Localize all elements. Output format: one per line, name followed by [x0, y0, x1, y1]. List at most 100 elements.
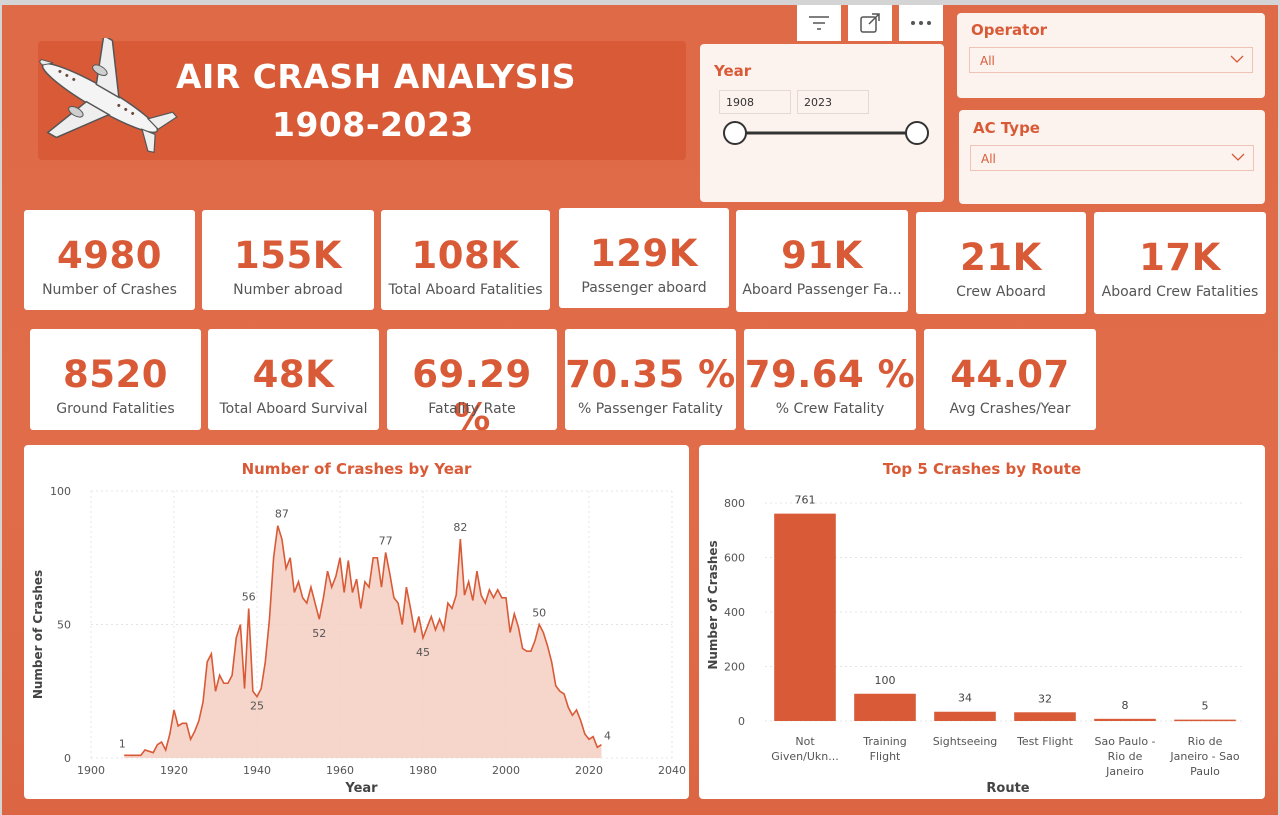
operator-dropdown[interactable]: All [969, 47, 1253, 73]
data-point[interactable] [557, 689, 562, 694]
data-point[interactable] [396, 601, 401, 606]
data-point[interactable] [205, 659, 210, 664]
bar[interactable] [774, 513, 836, 721]
data-point[interactable] [508, 630, 513, 635]
bar[interactable] [1174, 719, 1236, 722]
data-point[interactable] [582, 731, 587, 736]
data-point[interactable] [176, 723, 181, 728]
data-point[interactable] [541, 630, 546, 635]
data-point[interactable] [317, 617, 322, 622]
data-point[interactable] [474, 569, 479, 574]
data-point[interactable] [350, 590, 355, 595]
data-point[interactable] [279, 537, 284, 542]
data-point[interactable] [263, 659, 268, 664]
crashes-by-year-chart[interactable]: Number of Crashes by Year 1900 1920 1940 19… [24, 445, 689, 799]
data-point[interactable] [217, 673, 222, 678]
data-point[interactable] [433, 627, 438, 632]
data-point[interactable] [242, 686, 247, 691]
data-point[interactable] [516, 625, 521, 630]
data-point[interactable] [578, 718, 583, 723]
data-point[interactable] [454, 593, 459, 598]
data-point[interactable] [275, 523, 280, 528]
data-point[interactable] [230, 673, 235, 678]
data-point[interactable] [358, 606, 363, 611]
data-point[interactable] [570, 713, 575, 718]
year-range-slider[interactable] [718, 118, 934, 148]
data-point[interactable] [167, 731, 172, 736]
data-point[interactable] [483, 601, 488, 606]
data-point[interactable] [379, 585, 384, 590]
data-point[interactable] [445, 601, 450, 606]
data-point[interactable] [308, 585, 313, 590]
data-point[interactable] [375, 555, 380, 560]
data-point[interactable] [284, 566, 289, 571]
data-point[interactable] [412, 630, 417, 635]
data-point[interactable] [325, 569, 330, 574]
data-point[interactable] [574, 707, 579, 712]
data-point[interactable] [408, 606, 413, 611]
data-point[interactable] [441, 627, 446, 632]
data-point[interactable] [163, 747, 168, 752]
data-point[interactable] [346, 558, 351, 563]
data-point[interactable] [479, 593, 484, 598]
data-point[interactable] [470, 598, 475, 603]
ac-type-dropdown[interactable]: All [970, 145, 1254, 171]
data-point[interactable] [404, 585, 409, 590]
data-point[interactable] [271, 555, 276, 560]
data-point[interactable] [288, 555, 293, 560]
bar[interactable] [1094, 718, 1156, 721]
slider-end-handle[interactable] [905, 121, 929, 145]
data-point[interactable] [425, 625, 430, 630]
data-point[interactable] [587, 737, 592, 742]
data-point[interactable] [300, 595, 305, 600]
data-point[interactable] [504, 595, 509, 600]
data-point[interactable] [142, 747, 147, 752]
bar[interactable] [934, 711, 996, 721]
data-point[interactable] [225, 681, 230, 686]
bar[interactable] [1014, 712, 1076, 721]
focus-mode-button[interactable] [848, 5, 892, 41]
data-point[interactable] [267, 617, 272, 622]
data-point[interactable] [313, 601, 318, 606]
data-point[interactable] [367, 585, 372, 590]
data-point[interactable] [466, 579, 471, 584]
data-point[interactable] [184, 721, 189, 726]
data-point[interactable] [196, 718, 201, 723]
data-point[interactable] [246, 606, 251, 611]
data-point[interactable] [188, 737, 193, 742]
data-point[interactable] [591, 734, 596, 739]
data-point[interactable] [362, 579, 367, 584]
data-point[interactable] [354, 577, 359, 582]
data-point[interactable] [130, 753, 135, 758]
data-point[interactable] [159, 739, 164, 744]
data-point[interactable] [387, 571, 392, 576]
data-point[interactable] [234, 635, 239, 640]
data-point[interactable] [250, 689, 255, 694]
data-point[interactable] [292, 590, 297, 595]
data-point[interactable] [296, 579, 301, 584]
data-point[interactable] [566, 705, 571, 710]
data-point[interactable] [209, 651, 214, 656]
year-from-input[interactable]: 1908 [719, 90, 791, 114]
data-point[interactable] [192, 729, 197, 734]
data-point[interactable] [549, 659, 554, 664]
data-point[interactable] [342, 590, 347, 595]
data-point[interactable] [259, 686, 264, 691]
data-point[interactable] [421, 635, 426, 640]
data-point[interactable] [333, 574, 338, 579]
filter-button[interactable] [797, 5, 841, 41]
data-point[interactable] [400, 622, 405, 627]
bar[interactable] [854, 693, 916, 721]
data-point[interactable] [495, 587, 500, 592]
data-point[interactable] [138, 753, 143, 758]
data-point[interactable] [329, 585, 334, 590]
data-point[interactable] [429, 614, 434, 619]
data-point[interactable] [383, 550, 388, 555]
slider-start-handle[interactable] [723, 121, 747, 145]
data-point[interactable] [304, 601, 309, 606]
data-point[interactable] [450, 606, 455, 611]
data-point[interactable] [155, 742, 160, 747]
data-point[interactable] [201, 699, 206, 704]
data-point[interactable] [213, 689, 218, 694]
data-point[interactable] [437, 617, 442, 622]
